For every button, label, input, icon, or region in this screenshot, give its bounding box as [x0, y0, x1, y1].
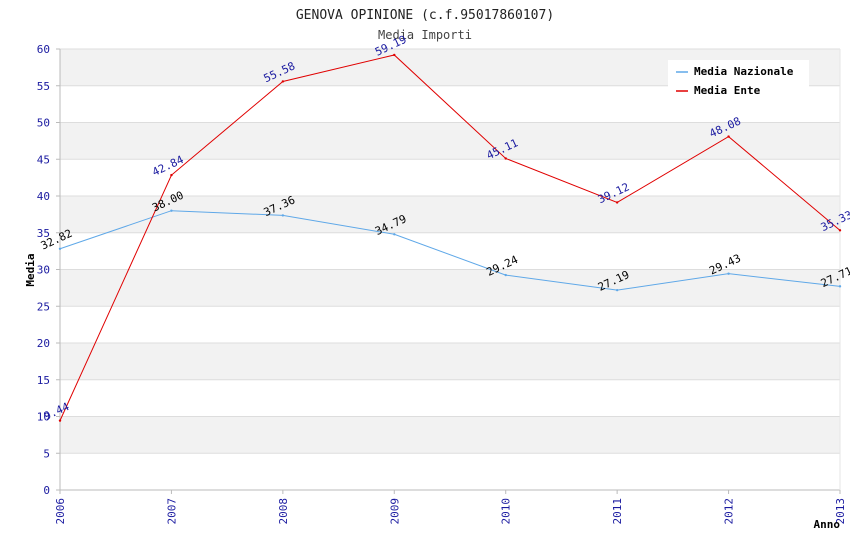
series-line-media-nazionale [59, 210, 841, 291]
series-line-media-ente [59, 54, 841, 421]
ytick-label-10: 10 [37, 411, 50, 424]
data-point-media-nazionale-2012 [727, 272, 730, 275]
ytick-label-55: 55 [37, 80, 50, 93]
data-point-media-nazionale-2007 [170, 209, 173, 212]
x-axis-ticks: 2006 2007 2008 2009 2010 2011 2012 2013 [54, 490, 847, 525]
y-axis-ticks: 0 5 10 15 20 25 30 35 40 45 50 55 60 [37, 43, 60, 497]
xtick-label-2008: 2008 [277, 498, 290, 525]
ytick-label-20: 20 [37, 337, 50, 350]
series-lines [58, 53, 842, 422]
data-point-media-ente-2009 [393, 53, 396, 57]
ytick-label-45: 45 [37, 153, 50, 166]
xtick-label-2012: 2012 [723, 498, 736, 525]
xtick-label-2011: 2011 [611, 498, 624, 525]
data-point-media-nazionale-2006 [58, 247, 62, 250]
legend-entry-media-ente: Media Ente [694, 84, 761, 97]
legend-box [668, 60, 809, 102]
data-point-media-ente-2011 [615, 201, 619, 204]
data-point-media-ente-2010 [504, 157, 507, 160]
grid-band [60, 196, 840, 233]
ytick-label-15: 15 [37, 374, 50, 387]
xtick-label-2009: 2009 [388, 498, 401, 525]
chart-subtitle: Media Importi [378, 28, 472, 42]
data-point-media-nazionale-2008 [281, 214, 285, 217]
y-axis-label: Media [24, 253, 37, 286]
data-point-media-nazionale-2011 [615, 288, 619, 292]
data-point-media-nazionale-2010 [504, 273, 507, 277]
ytick-label-25: 25 [37, 300, 50, 313]
xtick-label-2006: 2006 [54, 498, 67, 525]
xtick-label-2010: 2010 [500, 498, 513, 525]
grid-bands [60, 49, 840, 454]
grid-band [60, 416, 840, 454]
legend-entry-media-nazionale: Media Nazionale [694, 65, 794, 78]
xtick-label-2007: 2007 [165, 498, 178, 525]
ytick-label-40: 40 [37, 190, 50, 203]
data-point-media-nazionale-2013 [838, 285, 842, 288]
ytick-label-35: 35 [37, 227, 50, 240]
chart-title: GENOVA OPINIONE (c.f.95017860107) [296, 8, 554, 23]
legend: Media Nazionale Media Ente [668, 60, 809, 102]
data-point-media-ente-2013 [838, 229, 842, 232]
ytick-label-5: 5 [43, 447, 50, 460]
data-point-media-ente-2007 [170, 173, 173, 177]
data-point-media-ente-2012 [727, 135, 730, 138]
ytick-label-50: 50 [37, 117, 50, 130]
data-point-media-nazionale-2009 [393, 233, 396, 236]
ytick-label-60: 60 [37, 43, 50, 56]
x-axis-label: Anno [814, 518, 841, 531]
grid-band [60, 122, 840, 160]
grid-band [60, 269, 840, 307]
grid-band [60, 343, 840, 380]
xtick-label-2013: 2013 [834, 498, 847, 525]
data-point-media-ente-2006 [58, 419, 62, 422]
ytick-label-0: 0 [43, 484, 50, 497]
data-point-media-ente-2008 [281, 80, 285, 83]
ytick-label-30: 30 [37, 264, 50, 277]
